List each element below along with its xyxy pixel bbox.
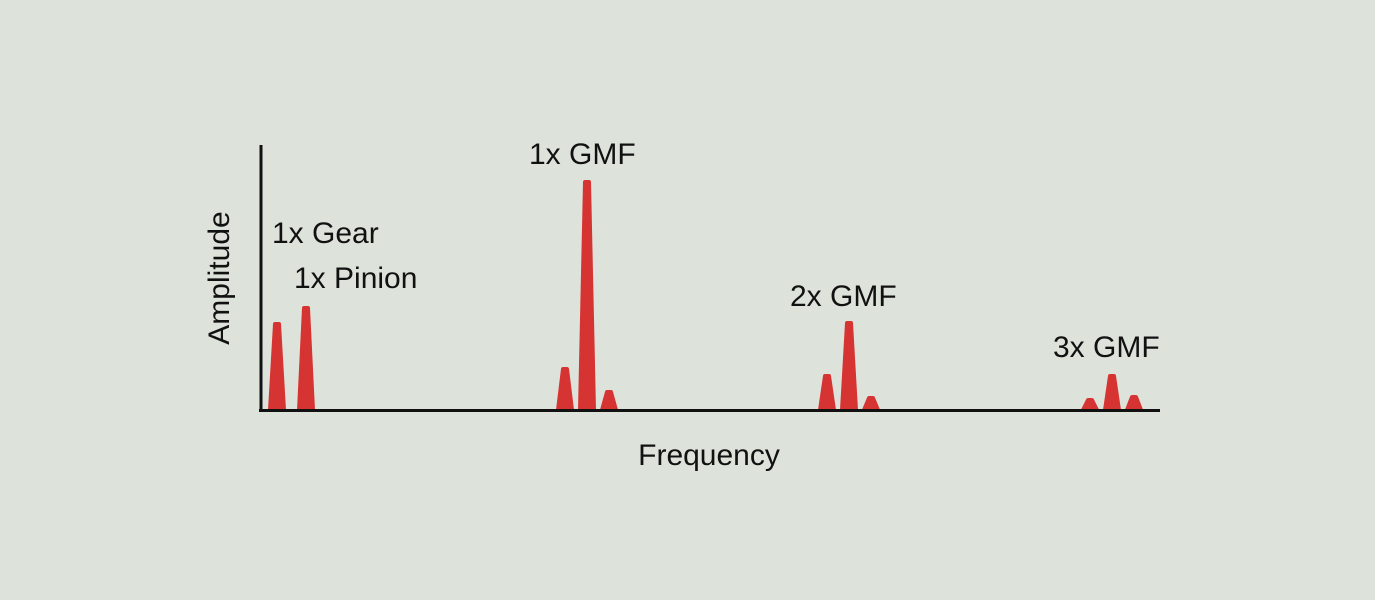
- peak-label: 1x Gear: [272, 217, 379, 250]
- y-axis-label: Amplitude: [203, 211, 236, 344]
- peak: [1081, 398, 1099, 412]
- peak-label: 1x Pinion: [294, 262, 417, 295]
- peak: [862, 396, 880, 412]
- peak-label: 1x GMF: [529, 138, 636, 171]
- x-axis-label: Frequency: [638, 439, 780, 472]
- peak-label: 3x GMF: [1053, 331, 1160, 364]
- peak-label: 2x GMF: [790, 280, 897, 313]
